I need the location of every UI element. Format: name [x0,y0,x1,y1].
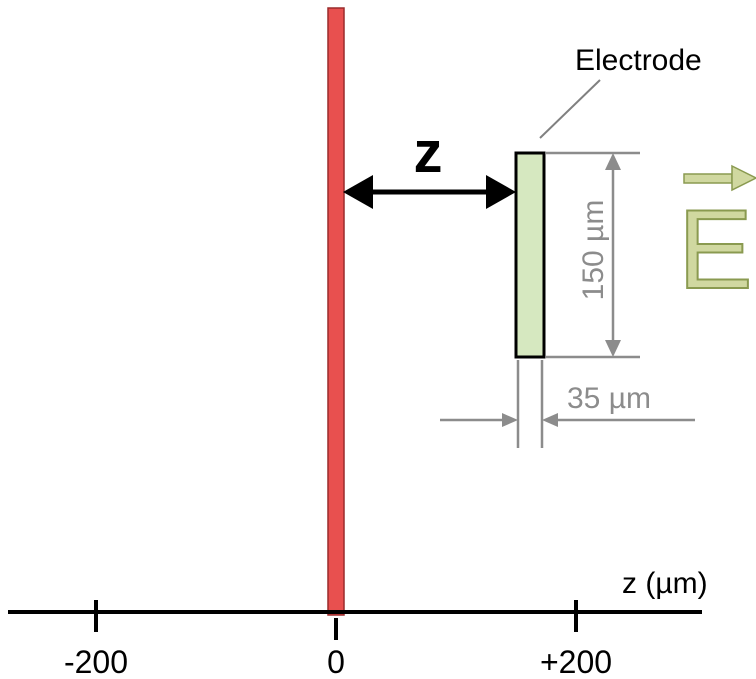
height-dimension [546,151,640,359]
width-arrowheads [502,413,558,427]
height-arrowheads [605,153,621,357]
electrode [514,151,546,359]
distance-label: z [414,120,443,185]
tick-label-pos200: +200 [540,644,612,679]
electrode-leader-line [539,79,601,139]
tick-label-neg200: -200 [64,644,128,679]
width-label: 35 µm [567,382,651,415]
axis-label: z (µm) [622,567,708,600]
field-vector-arrow [683,164,756,192]
electrode-label: Electrode [575,44,702,77]
field-label: E [678,187,753,312]
tick-label-0: 0 [327,644,345,679]
width-dimension [440,360,695,448]
axis-ticks [94,600,578,640]
membrane-strip [327,7,345,616]
distance-arrow [343,175,516,209]
height-label: 150 µm [577,200,610,301]
